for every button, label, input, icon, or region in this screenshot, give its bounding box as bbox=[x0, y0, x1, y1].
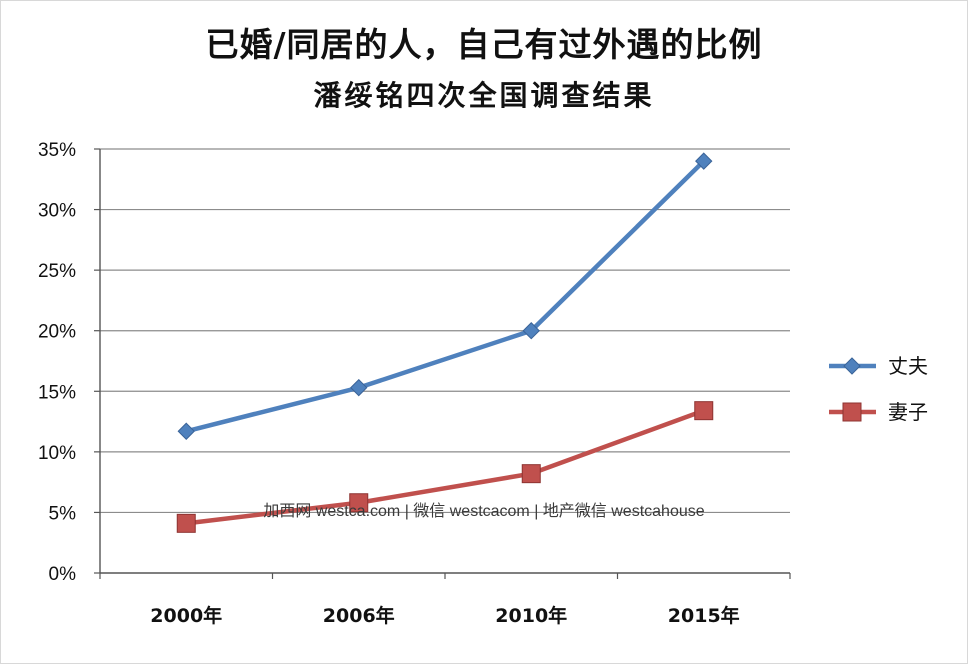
legend-marker bbox=[842, 402, 862, 422]
data-point bbox=[522, 322, 540, 340]
chart-subtitle: 潘绥铭四次全国调查结果 bbox=[313, 79, 655, 112]
x-tick-label: 2006年 bbox=[323, 604, 395, 627]
data-point bbox=[176, 513, 196, 533]
y-tick-label: 15% bbox=[38, 382, 76, 403]
series-line bbox=[185, 408, 705, 526]
series-wife bbox=[176, 401, 714, 533]
data-point bbox=[694, 401, 714, 421]
legend-marker bbox=[843, 357, 861, 375]
legend-label: 丈夫 bbox=[888, 354, 928, 378]
y-tick-label: 20% bbox=[38, 322, 76, 343]
chart-title: 已婚/同居的人，自己有过外遇的比例 bbox=[205, 25, 763, 64]
y-tick-label: 5% bbox=[49, 503, 77, 524]
x-tick-label: 2015年 bbox=[668, 604, 740, 627]
data-point bbox=[177, 422, 195, 440]
legend-item-husband: 丈夫 bbox=[829, 354, 928, 378]
y-tick-labels: 0% 5% 10% 15% 20% 25% 30% 35% bbox=[38, 140, 76, 585]
x-tick-labels: 2000年 2006年 2010年 2015年 bbox=[150, 604, 739, 627]
axes bbox=[94, 148, 791, 579]
data-point bbox=[349, 493, 369, 513]
data-point bbox=[350, 378, 368, 397]
y-tick-label: 25% bbox=[38, 261, 76, 282]
series-line bbox=[185, 159, 706, 434]
y-tick-label: 0% bbox=[49, 564, 77, 585]
legend-item-wife: 妻子 bbox=[829, 400, 928, 424]
x-tick-label: 2010年 bbox=[495, 604, 567, 627]
y-tick-label: 30% bbox=[38, 201, 76, 222]
data-point bbox=[695, 152, 713, 170]
series-layer bbox=[176, 152, 714, 533]
grid-lines bbox=[100, 148, 790, 514]
watermark-text: 加西网 westca.com | 微信 westcacom | 地产微信 wes… bbox=[263, 502, 704, 520]
series-husband bbox=[177, 152, 713, 440]
x-tick-label: 2000年 bbox=[150, 604, 222, 627]
data-point bbox=[521, 464, 541, 484]
legend-label: 妻子 bbox=[888, 400, 928, 424]
y-tick-label: 35% bbox=[38, 140, 76, 161]
y-tick-label: 10% bbox=[38, 443, 76, 464]
